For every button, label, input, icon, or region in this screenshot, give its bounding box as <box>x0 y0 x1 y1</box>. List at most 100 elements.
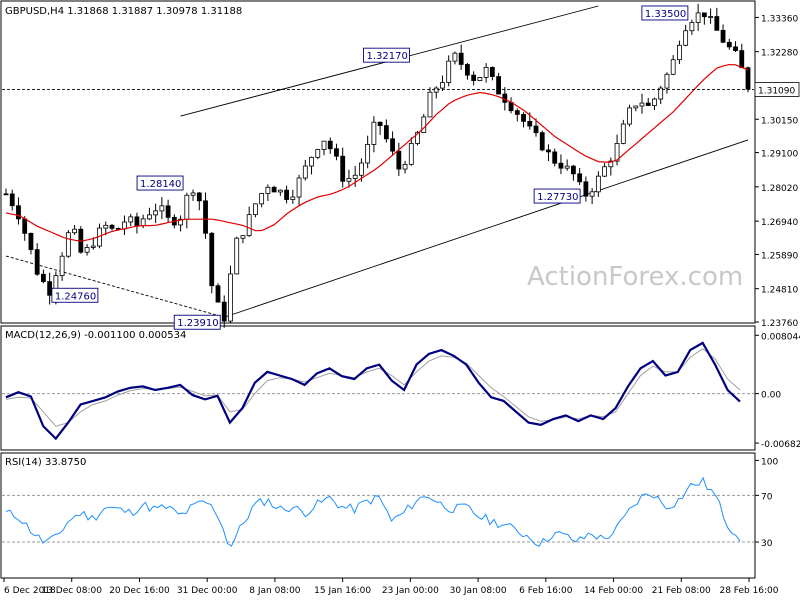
candle-up <box>683 30 689 46</box>
rsi-panel-title: RSI(14) 33.8750 <box>5 457 86 468</box>
rsi-panel-frame <box>0 452 756 579</box>
time-tick-label: 14 Feb 00:00 <box>584 586 643 596</box>
candle-down <box>165 205 171 218</box>
candle-down <box>115 227 121 230</box>
candle-up <box>259 193 265 205</box>
candle-up <box>371 121 377 145</box>
candle-down <box>558 162 564 169</box>
last-price-marker: 1.31090 <box>2 82 800 97</box>
time-tick-label: 8 Jan 08:00 <box>249 586 301 596</box>
candle-up <box>234 237 240 275</box>
candle-up <box>359 162 364 176</box>
candle-down <box>383 125 389 140</box>
candle-down <box>714 16 720 31</box>
candle-down <box>41 273 46 283</box>
candle-down <box>489 67 495 77</box>
price-tick-label: 1.30150 <box>761 116 798 126</box>
rsi-line <box>5 476 741 547</box>
time-tick-label: 28 Feb 16:00 <box>719 586 778 596</box>
candle-down <box>34 249 40 275</box>
candle-down <box>3 193 9 196</box>
candle-down <box>390 138 395 152</box>
time-tick-label: 20 Dec 16:00 <box>109 586 170 596</box>
candle-down <box>396 150 402 170</box>
time-tick-label: 23 Jan 00:00 <box>382 586 439 596</box>
candle-up <box>446 60 452 83</box>
candle-up <box>265 186 271 194</box>
macd-panel-frame <box>0 325 756 451</box>
candle-down <box>209 232 215 287</box>
candle-down <box>571 165 576 175</box>
candle-up <box>564 165 570 169</box>
candle-down <box>196 192 202 202</box>
price-tick-label: 1.33360 <box>761 14 798 24</box>
annotation-box <box>173 314 221 330</box>
candle-up <box>589 191 595 197</box>
candle-down <box>733 46 738 52</box>
candle-up <box>408 143 414 165</box>
candle-up <box>440 82 445 89</box>
annotation-box <box>533 188 581 204</box>
time-tick-label: 30 Jan 08:00 <box>450 586 507 596</box>
support-dashed-line <box>5 255 225 318</box>
candle-up <box>184 194 190 220</box>
candle-up <box>620 123 626 144</box>
candle-up <box>608 160 614 168</box>
annotation-label: 1.23910 <box>177 318 218 329</box>
candle-up <box>315 149 321 158</box>
candle-up <box>346 178 352 182</box>
candle-up <box>602 166 607 177</box>
candle-up <box>633 105 639 109</box>
annotation-box <box>136 175 184 191</box>
candle-up <box>352 174 358 179</box>
candle-up <box>664 73 670 89</box>
candle-down <box>215 285 221 303</box>
candle-up <box>253 203 258 216</box>
candle-up <box>190 192 196 196</box>
candle-down <box>645 102 651 106</box>
candle-down <box>471 74 477 81</box>
candle-up <box>321 140 327 150</box>
time-tick-label: 31 Dec 00:00 <box>177 586 238 596</box>
candle-down <box>340 155 346 182</box>
price-tick-label: 1.23760 <box>761 319 798 329</box>
annotation-label: 1.33500 <box>645 9 686 20</box>
candle-down <box>271 186 277 193</box>
candle-up <box>421 116 427 133</box>
price-tick-label: 1.28020 <box>761 184 798 194</box>
candle-up <box>290 196 296 200</box>
candle-down <box>514 110 520 115</box>
candle-down <box>203 200 208 234</box>
candle-up <box>65 232 71 257</box>
price-tick-label: 1.25890 <box>761 251 798 261</box>
channel-lower-line <box>224 139 749 318</box>
candle-up <box>708 16 713 18</box>
candle-down <box>701 12 707 18</box>
candle-up <box>103 224 109 229</box>
candle-up <box>415 132 420 144</box>
candle-up <box>658 87 664 100</box>
moving-average <box>5 63 749 242</box>
candle-up <box>452 52 458 62</box>
candle-down <box>458 52 464 65</box>
candle-up <box>695 12 701 23</box>
candle-up <box>90 245 96 248</box>
candle-up <box>72 228 77 234</box>
annotation-box <box>51 287 99 303</box>
last-price-label: 1.31090 <box>758 86 795 96</box>
candle-down <box>552 151 558 164</box>
candlesticks <box>3 3 751 328</box>
candle-down <box>221 301 227 322</box>
macd-tick-label: 0.00 <box>761 391 781 401</box>
price-axis: 1.33360 1.32280 1.31090 1.30150 1.29100 1.280… <box>755 14 798 329</box>
candle-down <box>327 140 333 150</box>
candle-down <box>546 149 551 153</box>
price-tick-label: 1.32280 <box>761 49 798 59</box>
candle-down <box>583 181 589 197</box>
candle-up <box>84 247 90 253</box>
candle-down <box>9 193 15 207</box>
candle-down <box>539 132 545 151</box>
price-annotations: 1.24760 1.28140 1.23910 1.32170 1.27730 1.335… <box>51 5 689 330</box>
